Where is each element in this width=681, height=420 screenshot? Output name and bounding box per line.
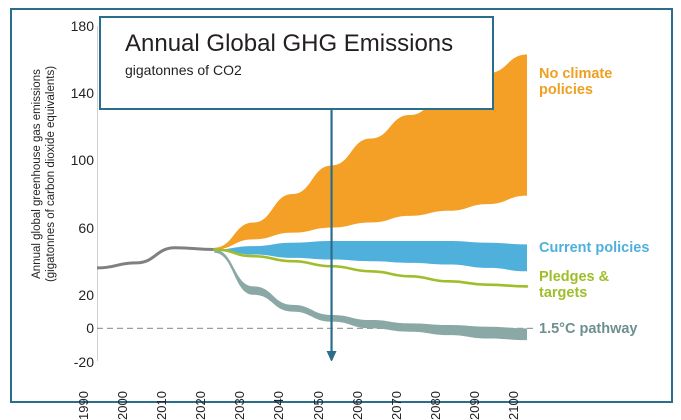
label-no-climate-policies-line1: No climate: [539, 66, 613, 82]
line-pledges-targets: [212, 248, 529, 288]
chart-figure: Annual global greenhouse gas emissions (…: [10, 8, 673, 420]
line-historical: [97, 246, 216, 270]
page-subtitle: gigatonnes of CO2: [125, 62, 242, 78]
y-tick-180: 180: [70, 18, 94, 34]
band-1-5c-pathway: [214, 249, 527, 341]
y-axis-tick-labels: 180 140 100 60 20 0 -20: [60, 10, 94, 405]
title-box: Annual Global GHG Emissions gigatonnes o…: [99, 16, 494, 110]
band-current-policies: [214, 241, 527, 272]
label-1-5c-pathway: 1.5°C pathway: [539, 321, 638, 337]
x-axis-tick-labels: 1990 2000 2010 2020 2030 2040 2050 2060 2070 2080…: [76, 362, 557, 420]
y-tick-140: 140: [70, 85, 94, 102]
label-pledges-line1: Pledges &: [539, 269, 610, 285]
y-axis-title-line1: Annual global greenhouse gas emissions: [31, 69, 43, 279]
y-tick-20: 20: [78, 286, 94, 303]
label-no-climate-policies-line2: policies: [539, 82, 593, 98]
annotation-arrow-2050: [326, 101, 337, 361]
label-no-climate-policies: No climate policies: [539, 66, 612, 98]
y-tick-60: 60: [78, 219, 94, 236]
label-current-policies: Current policies: [539, 240, 650, 256]
y-tick-100: 100: [70, 152, 94, 169]
page-title: Annual Global GHG Emissions: [125, 30, 454, 57]
label-pledges-targets: Pledges & targets: [539, 269, 609, 301]
y-tick-0: 0: [86, 320, 94, 337]
arrow-head: [326, 351, 337, 361]
y-tick-neg20: -20: [73, 354, 94, 370]
label-pledges-line2: targets: [539, 285, 588, 301]
